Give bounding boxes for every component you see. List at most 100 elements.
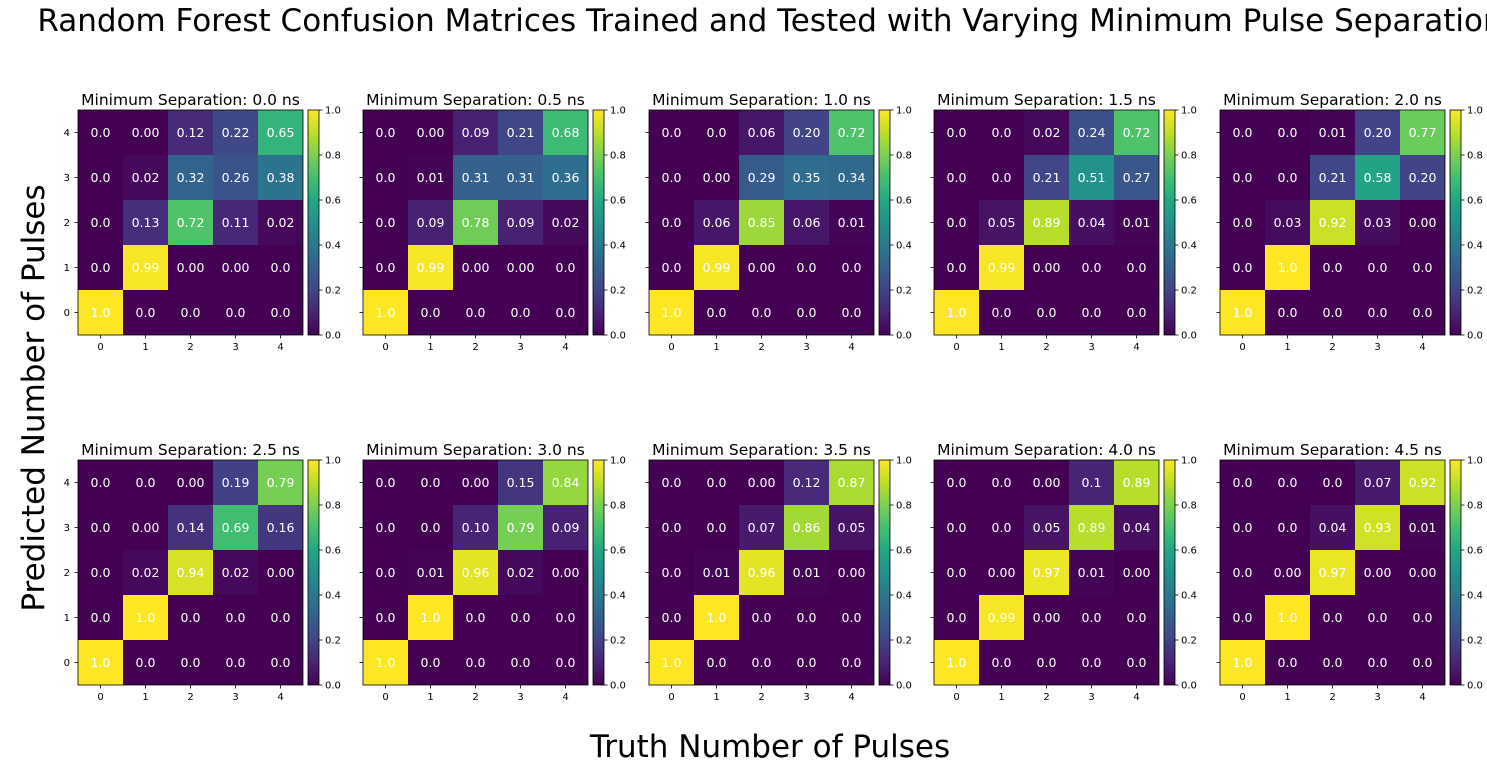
cell-value-label: 0.13 (132, 215, 160, 230)
cell-value-label: 0.0 (91, 125, 111, 140)
cell-value-label: 0.79 (507, 520, 535, 535)
panel-title: Minimum Separation: 1.5 ns (937, 91, 1156, 109)
heatmap-cell-0-2 (1024, 640, 1069, 685)
heatmap-cell-2-3 (1355, 550, 1400, 595)
colorbar-tick-label: 0.6 (610, 546, 626, 557)
heatmap-cell-2-3 (1069, 550, 1114, 595)
cell-value-label: 0.0 (91, 565, 111, 580)
heatmap-cell-3-3 (1069, 505, 1114, 550)
heatmap-cell-1-0 (78, 245, 123, 290)
cell-value-label: 0.21 (1319, 170, 1347, 185)
heatmap-cell-2-1 (123, 200, 168, 245)
heatmap-cell-3-0 (934, 155, 979, 200)
heatmap-cell-1-0 (78, 595, 123, 640)
cell-value-label: 0.0 (1127, 610, 1147, 625)
cell-value-label: 0.0 (271, 260, 291, 275)
cell-value-label: 0.0 (947, 260, 967, 275)
heatmap-cell-3-3 (1355, 155, 1400, 200)
cell-value-label: 0.01 (417, 565, 445, 580)
cell-value-label: 0.0 (752, 655, 772, 670)
heatmap-cell-2-0 (363, 550, 408, 595)
x-tick-label: 2 (187, 692, 193, 703)
colorbar-tick-label: 1.0 (896, 456, 912, 467)
heatmap-cell-1-2 (739, 245, 784, 290)
heatmap-cell-2-0 (934, 550, 979, 595)
heatmap-cell-0-1 (123, 290, 168, 335)
heatmap-cell-0-1 (408, 640, 453, 685)
heatmap-cell-0-3 (213, 290, 258, 335)
cell-value-label: 0.00 (988, 565, 1016, 580)
cell-value-label: 0.02 (1033, 125, 1061, 140)
heatmap-cell-3-2 (168, 505, 213, 550)
colorbar-tick-label: 0.8 (610, 501, 626, 512)
heatmap-cell-2-3 (213, 200, 258, 245)
colorbar-tick-label: 0.8 (1181, 501, 1197, 512)
x-tick-label: 3 (232, 342, 238, 353)
heatmap-cell-2-4 (1114, 550, 1159, 595)
heatmap-cell-0-2 (739, 640, 784, 685)
heatmap-cell-0-2 (168, 290, 213, 335)
colorbar-tick-label: 0.6 (325, 196, 341, 207)
heatmap-cell-2-2 (739, 550, 784, 595)
heatmap-cell-3-4 (543, 505, 588, 550)
colorbar-tick-label: 0.8 (896, 501, 912, 512)
cell-value-label: 0.00 (1409, 565, 1437, 580)
colorbar-tick-label: 0.8 (1181, 151, 1197, 162)
heatmap-cell-0-2 (739, 290, 784, 335)
cell-value-label: 1.0 (947, 655, 967, 670)
cell-value-label: 0.99 (417, 260, 445, 275)
cell-value-label: 0.0 (271, 610, 291, 625)
colorbar-tick-label: 0.2 (325, 286, 341, 297)
x-tick-label: 1 (998, 342, 1004, 353)
cell-value-label: 0.0 (511, 305, 531, 320)
colorbar-tick-label: 0.6 (610, 196, 626, 207)
matrix-panel-8: Minimum Separation: 4.0 ns 1.0 0.0 0.0 0.0 0.… (930, 441, 1197, 703)
heatmap-cell-2-2 (453, 550, 498, 595)
colorbar-tick-label: 0.8 (1467, 151, 1483, 162)
cell-value-label: 0.72 (177, 215, 205, 230)
x-axis-label: Truth Number of Pulses (589, 729, 950, 765)
cell-value-label: 0.09 (552, 520, 580, 535)
x-tick-label: 3 (803, 342, 809, 353)
x-tick-label: 4 (848, 342, 854, 353)
heatmap-cell-0-3 (1069, 640, 1114, 685)
cell-value-label: 0.00 (462, 260, 490, 275)
heatmap-cell-1-3 (1355, 245, 1400, 290)
colorbar-tick-label: 0.4 (1467, 241, 1483, 252)
cell-value-label: 1.0 (376, 655, 396, 670)
cell-value-label: 0.0 (136, 305, 156, 320)
heatmap-cell-2-0 (1220, 200, 1265, 245)
cell-value-label: 0.96 (462, 565, 490, 580)
heatmap-cell-1-4 (258, 595, 303, 640)
cell-value-label: 0.0 (376, 475, 396, 490)
heatmap-cell-4-2 (739, 110, 784, 155)
cell-value-label: 1.0 (421, 610, 441, 625)
colorbar-tick-label: 1.0 (896, 106, 912, 117)
cell-value-label: 0.00 (552, 565, 580, 580)
cell-value-label: 0.00 (748, 260, 776, 275)
heatmap-cell-2-2 (168, 550, 213, 595)
cell-value-label: 0.0 (511, 610, 531, 625)
heatmap-cell-0-2 (1310, 640, 1355, 685)
x-tick-label: 3 (517, 342, 523, 353)
heatmap-cell-4-4 (258, 460, 303, 505)
cell-value-label: 0.0 (181, 655, 201, 670)
cell-value-label: 0.0 (376, 520, 396, 535)
colorbar (1163, 459, 1176, 686)
panel-title: Minimum Separation: 4.5 ns (1223, 441, 1442, 459)
heatmap-cell-0-3 (784, 290, 829, 335)
cell-value-label: 0.0 (1278, 125, 1298, 140)
cell-value-label: 0.32 (177, 170, 205, 185)
heatmap-cell-1-4 (1114, 595, 1159, 640)
cell-value-label: 0.0 (376, 170, 396, 185)
cell-value-label: 0.06 (748, 125, 776, 140)
cell-value-label: 0.97 (1319, 565, 1347, 580)
cell-value-label: 0.92 (1319, 215, 1347, 230)
colorbar-tick-label: 0.4 (325, 241, 341, 252)
x-tick-label: 4 (1133, 692, 1139, 703)
heatmap-cell-3-3 (213, 505, 258, 550)
cell-value-label: 0.00 (838, 565, 866, 580)
x-tick-label: 0 (382, 692, 388, 703)
cell-value-label: 0.85 (748, 215, 776, 230)
heatmap-cell-3-1 (408, 505, 453, 550)
